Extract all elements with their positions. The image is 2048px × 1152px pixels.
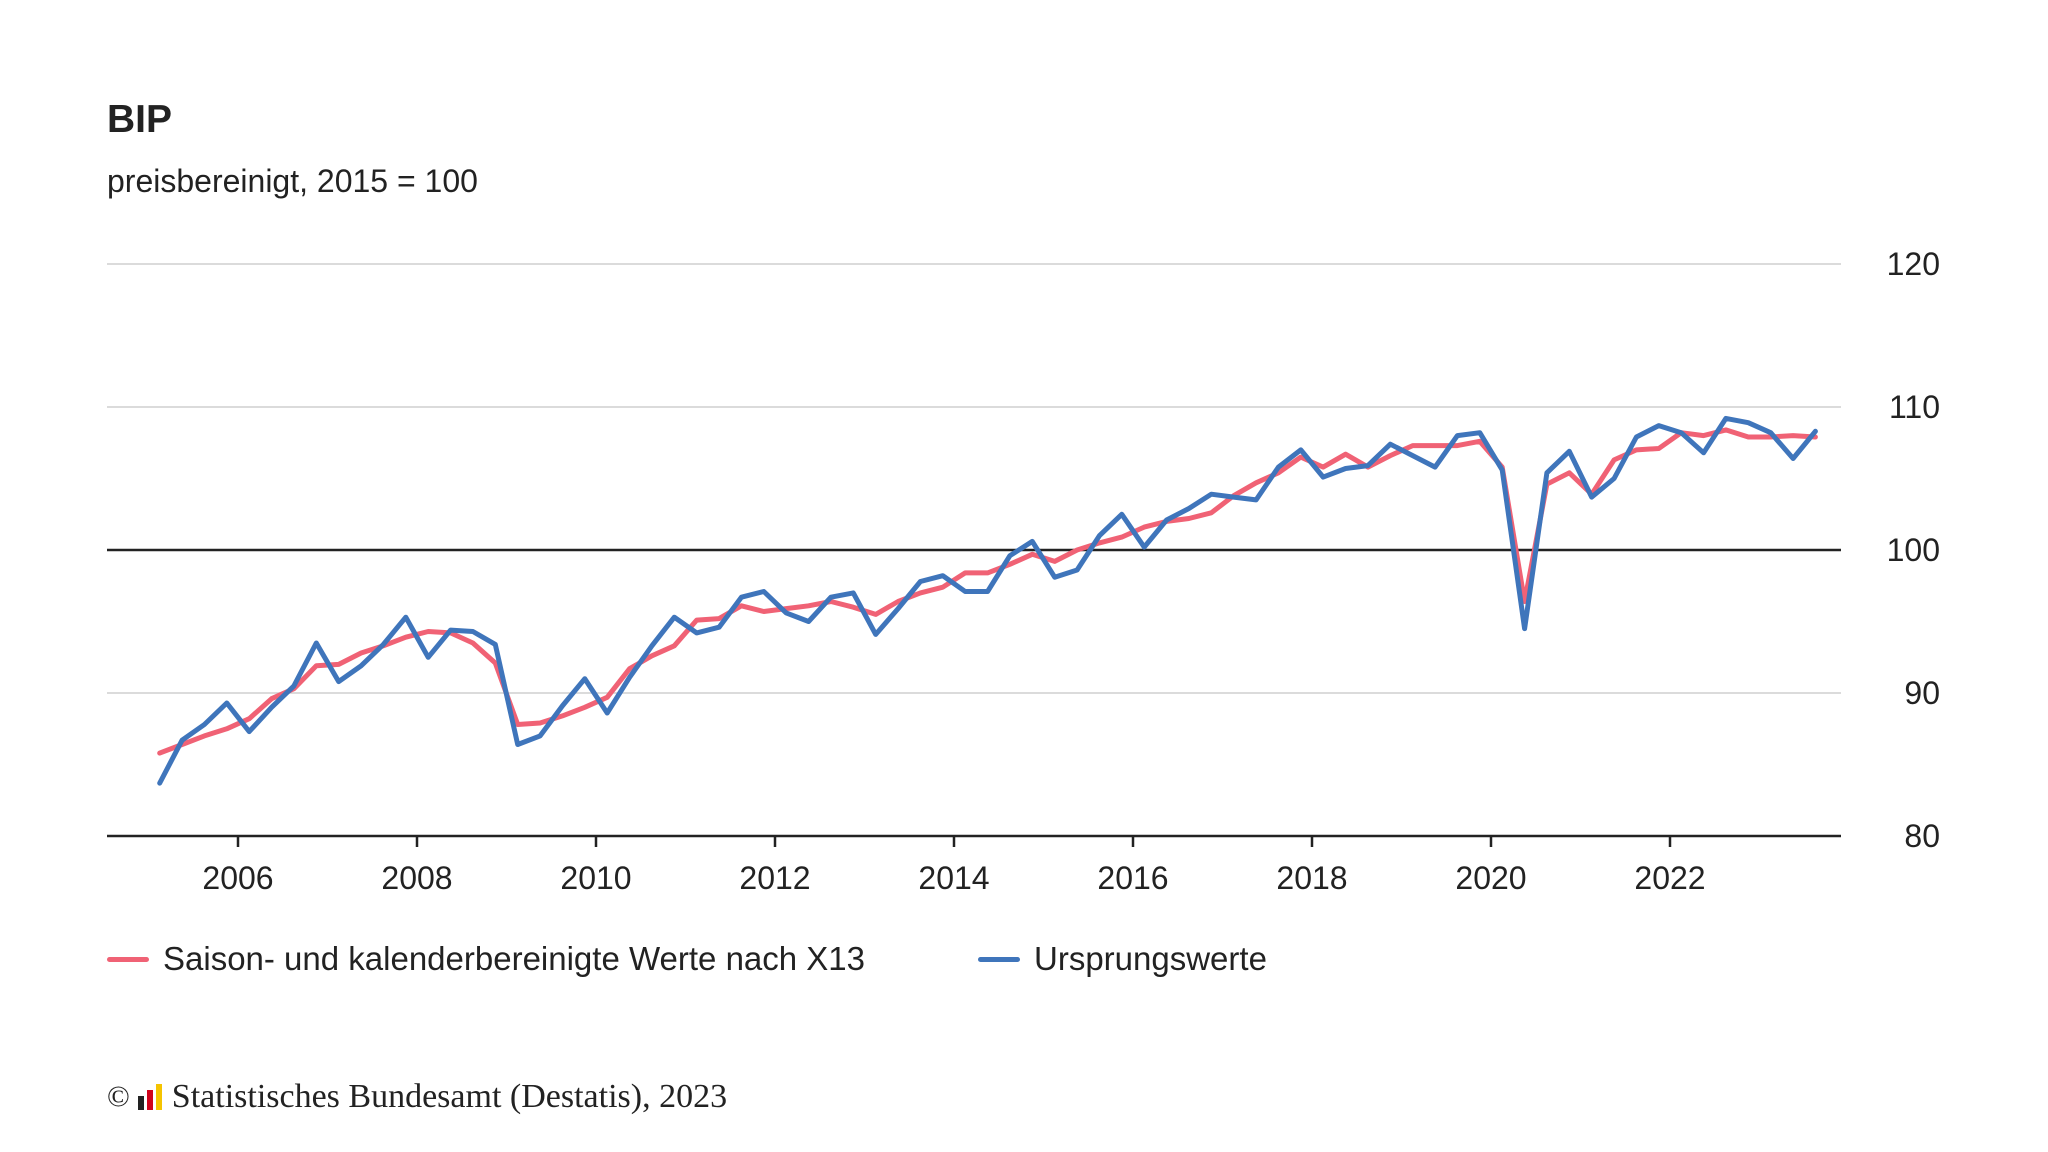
legend-item-seasonally-adjusted[interactable]: Saison- und kalenderbereinigte Werte nac… <box>107 940 865 978</box>
x-tick-label: 2022 <box>1634 860 1705 896</box>
x-tick-label: 2014 <box>918 860 989 896</box>
y-tick-labels: 80 90 100 110 120 <box>1887 246 1940 854</box>
footer-text: Statistisches Bundesamt (Destatis), 2023 <box>171 1078 728 1115</box>
series-lines <box>157 415 1818 786</box>
y-tick-label: 110 <box>1889 389 1940 425</box>
chart-subtitle: preisbereinigt, 2015 = 100 <box>107 163 478 199</box>
y-tick-label: 90 <box>1904 675 1940 711</box>
x-tick-label: 2018 <box>1276 860 1347 896</box>
legend-swatch-red <box>107 956 149 962</box>
x-tick-label: 2006 <box>202 860 273 896</box>
destatis-logo-icon <box>137 1084 162 1110</box>
copyright-symbol: © <box>107 1080 130 1113</box>
chart-title: BIP <box>107 98 173 141</box>
x-tick-label: 2010 <box>560 860 631 896</box>
y-tick-label: 100 <box>1887 532 1940 568</box>
legend-label: Saison- und kalenderbereinigte Werte nac… <box>163 940 866 977</box>
x-tick-label: 2012 <box>739 860 810 896</box>
legend-swatch-blue <box>978 956 1020 962</box>
series-line-original-values <box>157 415 1818 786</box>
y-tick-label: 120 <box>1887 246 1940 282</box>
y-tick-label: 80 <box>1904 818 1940 854</box>
legend-item-original-values[interactable]: Ursprungswerte <box>978 940 1267 978</box>
footer-credit: © Statistisches Bundesamt (Destatis), 20… <box>107 1078 727 1116</box>
x-tick-label: 2016 <box>1097 860 1168 896</box>
x-tick-label: 2020 <box>1455 860 1526 896</box>
legend-label: Ursprungswerte <box>1034 940 1267 977</box>
grid-lines <box>107 263 1841 694</box>
x-axis: 2006 2008 2010 2012 2014 2016 2018 2020 2022 <box>107 834 1841 896</box>
x-tick-label: 2008 <box>381 860 452 896</box>
